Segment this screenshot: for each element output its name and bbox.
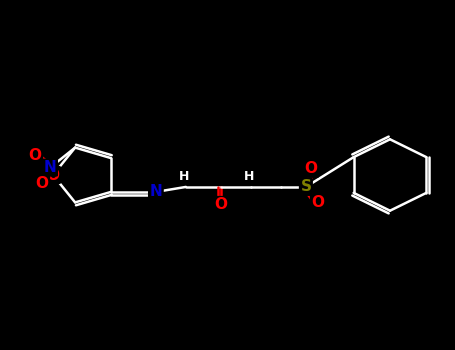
Text: N: N: [150, 184, 162, 200]
Text: O: O: [311, 195, 324, 210]
Text: O: O: [214, 197, 228, 212]
Text: S: S: [300, 180, 311, 195]
Text: O: O: [35, 176, 49, 191]
Text: N: N: [44, 160, 56, 175]
Text: H: H: [179, 170, 189, 183]
Text: O: O: [29, 148, 41, 163]
Text: O: O: [304, 161, 318, 176]
Text: H: H: [244, 170, 254, 183]
Text: O: O: [46, 168, 60, 182]
